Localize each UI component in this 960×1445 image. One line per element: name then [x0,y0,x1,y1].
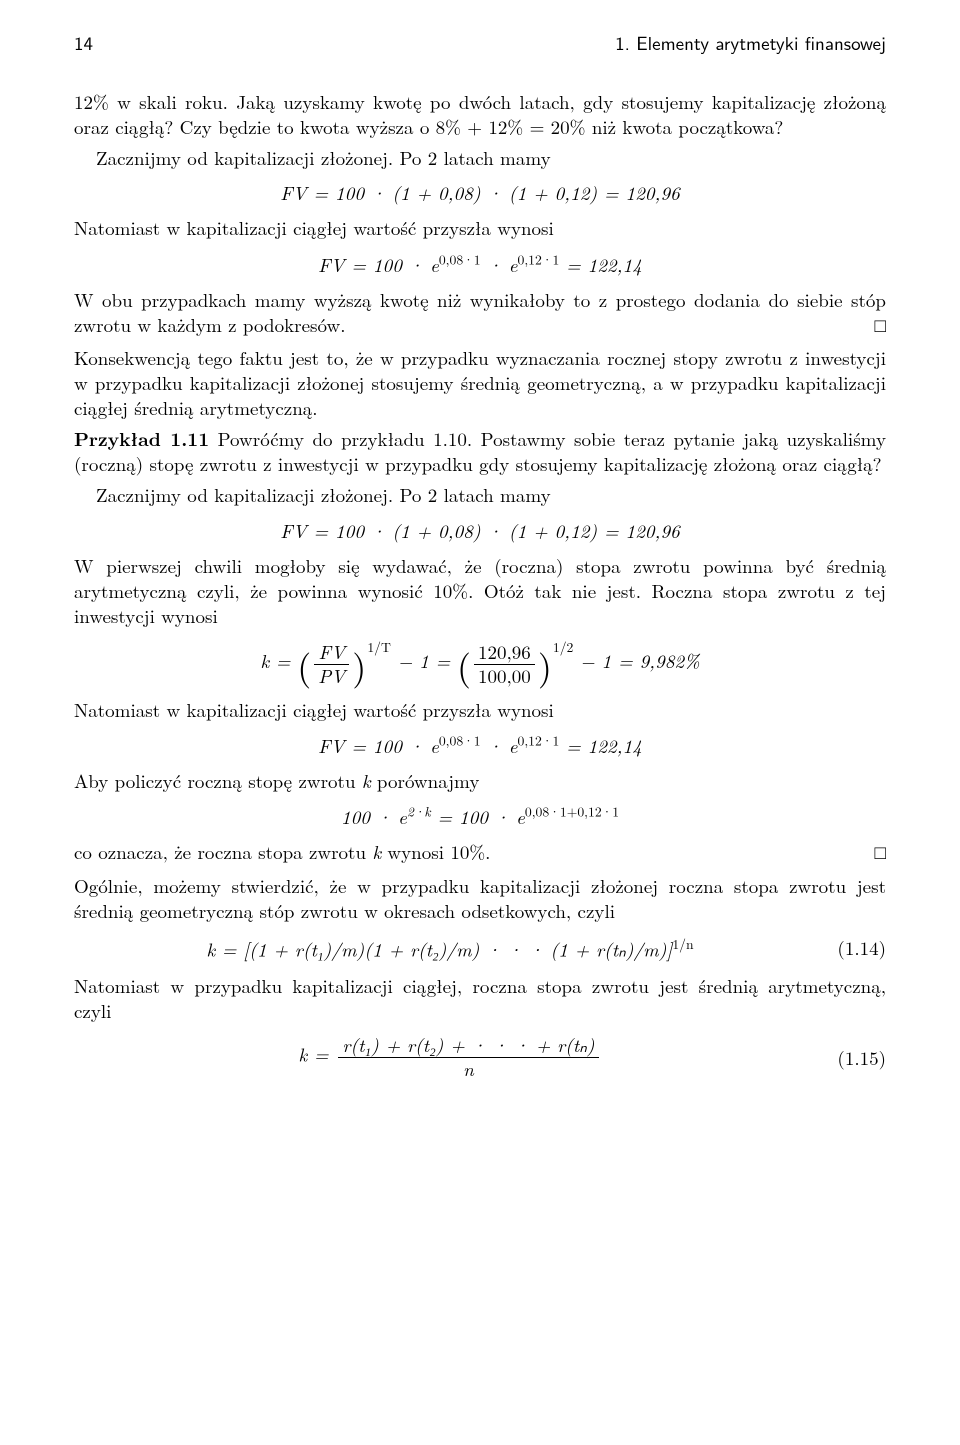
eq-text: − 1 = 9,982% [573,647,699,674]
paragraph-text: W obu przypadkach mamy wyższą kwotę niż … [74,286,886,338]
equation-body: k = r(t₁) + r(t₂) + · · · + r(tₙ)n [74,1035,826,1080]
eq-sup: 0,08·1 [439,731,481,750]
example-label: Przykład 1.11 [74,424,209,452]
paragraph-text: porównajmy [371,767,480,794]
eq-text: = 122,14 [559,732,642,759]
paragraph: Natomiast w kapitalizacji ciągłej wartoś… [74,697,886,722]
paragraph: Konsekwencją tego faktu jest to, że w pr… [74,345,886,420]
paragraph-text: wynosi 10%. [381,838,490,865]
paragraph: Zacznijmy od kapitalizacji złożonej. Po … [74,145,886,170]
frac-den: 100,00 [474,665,535,687]
eq-sup: 1/2 [553,637,574,656]
paragraph-example: Przykład 1.11 Powróćmy do przykładu 1.10… [74,426,886,476]
equation: FV = 100 · (1 + 0,08) · (1 + 0,12) = 120… [74,518,886,543]
eq-sup: 1/n [672,934,693,953]
equation: FV = 100 · (1 + 0,08) · (1 + 0,12) = 120… [74,180,886,205]
eq-sup: 0,12·1 [518,731,560,750]
paragraph: Natomiast w przypadku kapitalizacji ciąg… [74,973,886,1023]
fraction: FVPV [314,642,349,687]
page-header: 14 1. Elementy arytmetyki finansowej [74,30,886,55]
equation: FV = 100 · e0,08·1 · e0,12·1 = 122,14 [74,250,886,276]
chapter-title: 1. Elementy arytmetyki finansowej [615,30,886,55]
numbered-equation: k = [(1 + r(t₁)/m)(1 + r(t₂)/m) · · · (1… [74,935,886,961]
paragraph: 12% w skali roku. Jaką uzyskamy kwotę po… [74,89,886,139]
equation-number: (1.15) [826,1045,886,1070]
eq-text: · e [481,732,518,759]
var-k: k [362,767,371,794]
equation-body: FV = 100 · (1 + 0,08) · (1 + 0,12) = 120… [280,179,680,206]
fraction: 120,96100,00 [474,642,535,687]
equation-body: FV = 100 · e0,08·1 · e0,12·1 = 122,14 [318,732,642,759]
paragraph: co oznacza, że roczna stopa zwrotu k wyn… [74,839,886,864]
eq-text: k = [260,647,297,674]
equation-number: (1.14) [826,935,886,960]
eq-sup: 1/T [367,637,391,656]
paragraph: Zacznijmy od kapitalizacji złożonej. Po … [74,482,886,507]
paragraph: Ogólnie, możemy stwierdzić, że w przypad… [74,873,886,923]
eq-text: − 1 = [391,647,457,674]
eq-text: = 100 · e [431,803,525,830]
equation-body: k = (FVPV)1/T − 1 = (120,96100,00)1/2 − … [260,647,699,674]
eq-text: k = [298,1041,335,1068]
eq-text: FV = 100 · e [318,732,439,759]
qed-icon: □ [875,312,886,337]
page: 14 1. Elementy arytmetyki finansowej 12%… [0,0,960,1445]
paragraph: Natomiast w kapitalizacji ciągłej wartoś… [74,215,886,240]
paragraph: Aby policzyć roczną stopę zwrotu k porów… [74,768,886,793]
equation-body: FV = 100 · e0,08·1 · e0,12·1 = 122,14 [318,251,642,278]
eq-text: 100 · e [341,803,407,830]
eq-sup: 0,08·1 [439,249,481,268]
equation-body: FV = 100 · (1 + 0,08) · (1 + 0,12) = 120… [280,517,680,544]
eq-text: = 122,14 [559,251,642,278]
eq-sup: 0,12·1 [518,249,560,268]
equation-body: 100 · e2·k = 100 · e0,08·1+0,12·1 [341,803,619,830]
paragraph-text: Aby policzyć roczną stopę zwrotu [74,767,362,794]
equation: k = (FVPV)1/T − 1 = (120,96100,00)1/2 − … [74,638,886,687]
frac-den: n [338,1058,598,1080]
var-k: k [372,838,381,865]
fraction: r(t₁) + r(t₂) + · · · + r(tₙ)n [338,1035,598,1080]
eq-text: · e [481,251,518,278]
eq-text: k = [(1 + r(t₁)/m)(1 + r(t₂)/m) · · · (1… [206,935,672,962]
equation: FV = 100 · e0,08·1 · e0,12·1 = 122,14 [74,732,886,758]
qed-icon: □ [875,839,886,864]
eq-text: FV = 100 · e [318,251,439,278]
frac-den: PV [314,665,349,687]
equation: 100 · e2·k = 100 · e0,08·1+0,12·1 [74,803,886,829]
eq-sup: 2·k [407,802,431,821]
numbered-equation: k = r(t₁) + r(t₂) + · · · + r(tₙ)n (1.15… [74,1035,886,1080]
paragraph: W obu przypadkach mamy wyższą kwotę niż … [74,287,886,337]
equation-body: k = [(1 + r(t₁)/m)(1 + r(t₂)/m) · · · (1… [74,935,826,961]
eq-sup: 0,08·1+0,12·1 [525,802,619,821]
paragraph-text: co oznacza, że roczna stopa zwrotu [74,838,372,865]
page-number: 14 [74,30,93,55]
paragraph: W pierwszej chwili mogłoby się wydawać, … [74,553,886,628]
